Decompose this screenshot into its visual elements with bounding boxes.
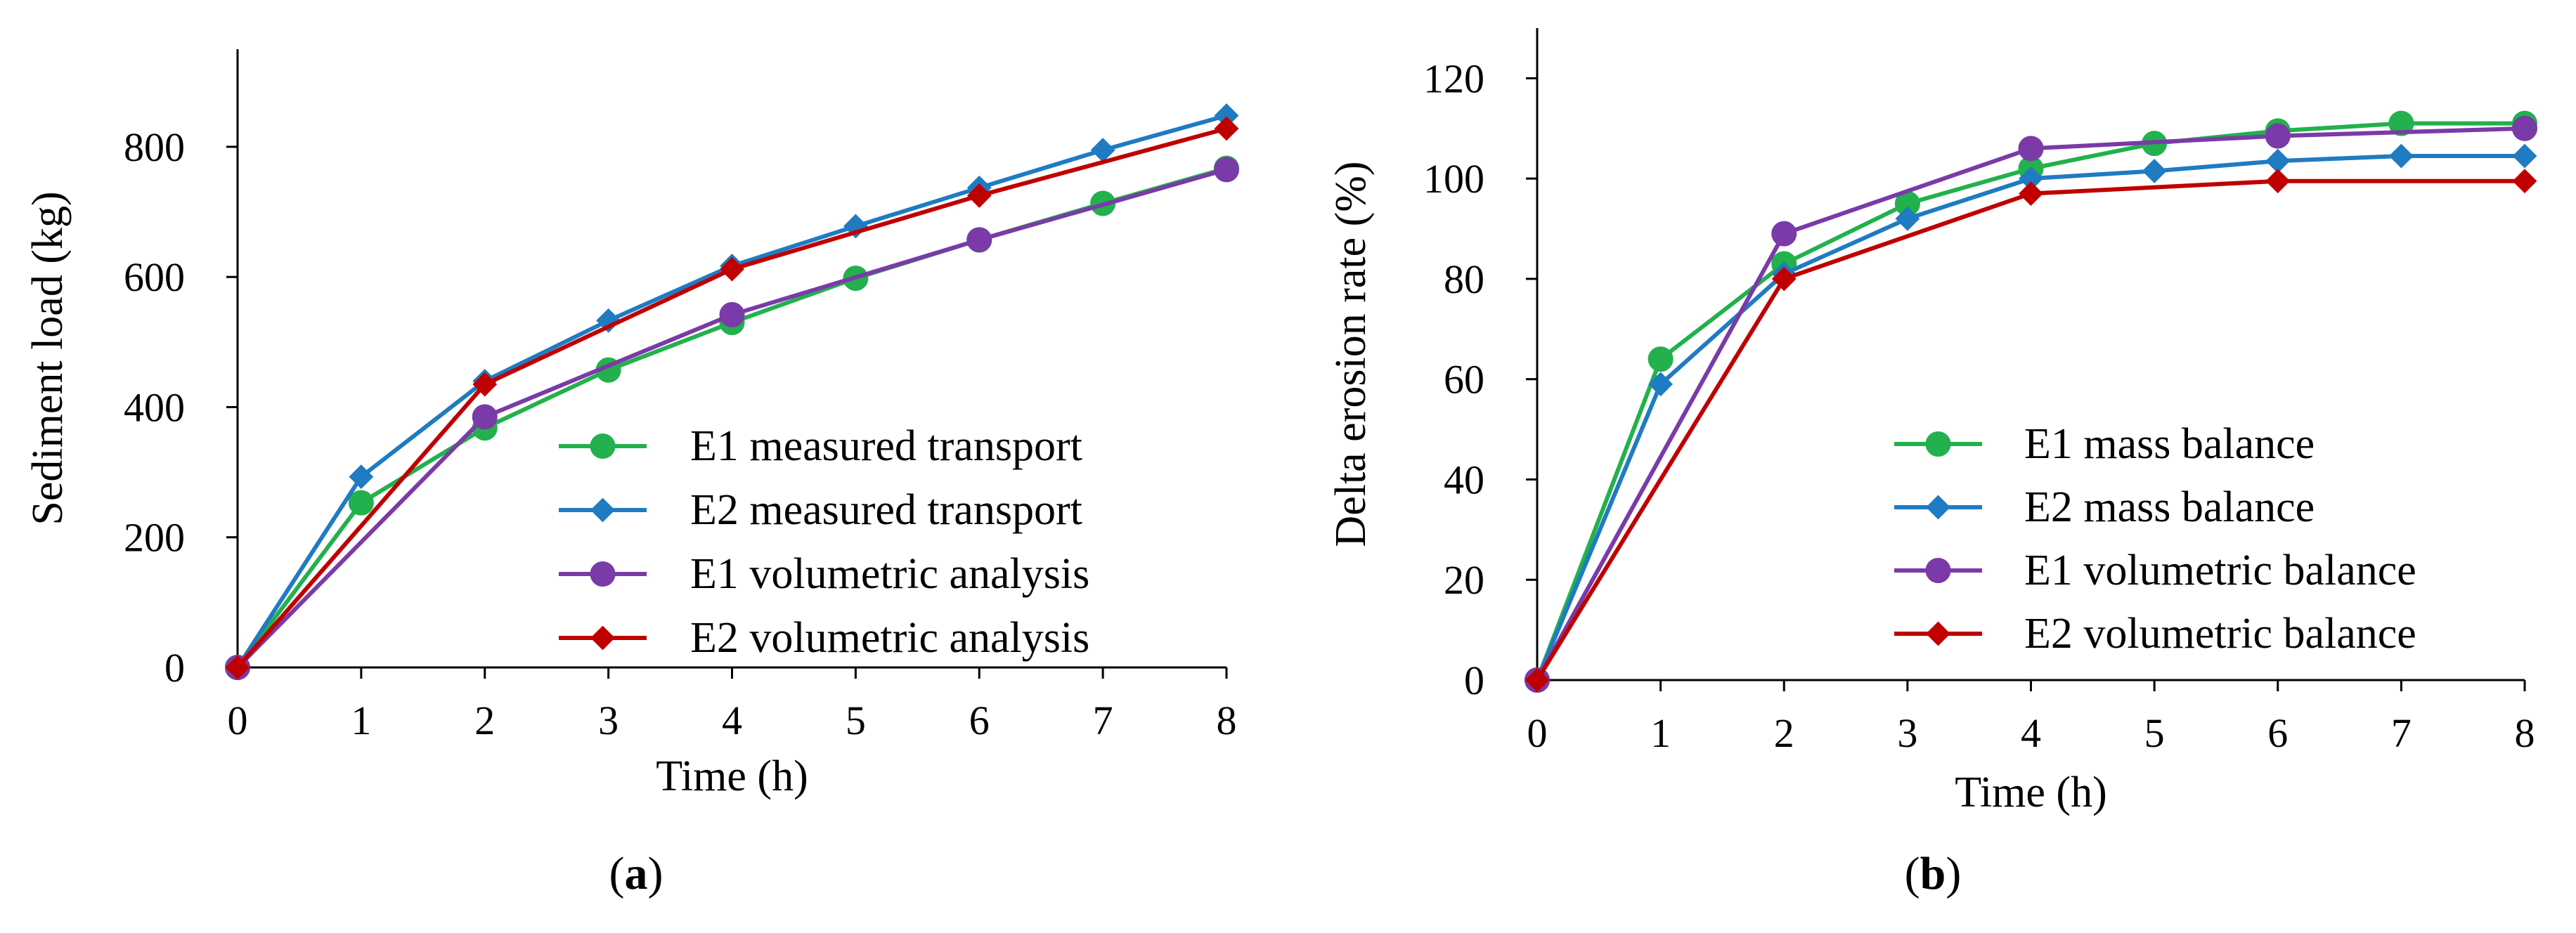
panel-b-series-1-point: [1648, 346, 1674, 372]
panel-b-y-tick-label: 100: [1423, 156, 1484, 202]
panel-a-series-4-point: [966, 183, 992, 208]
panel-a-x-tick-label: 6: [969, 698, 990, 743]
panel-a-series-3-point: [966, 227, 992, 253]
panel-b-y-tick-label: 80: [1444, 256, 1484, 302]
panel-b-series-2-point: [1895, 206, 1920, 231]
panel-b-series-4-point: [2265, 169, 2291, 194]
panel-a-label-letter: a: [625, 848, 648, 899]
panel-a-label: (a): [609, 848, 664, 899]
panel-a-y-tick-label: 200: [124, 515, 185, 561]
panel-a-series-3-point: [719, 301, 745, 327]
panel-a-x-axis-title: Time (h): [656, 752, 808, 800]
panel-b-y-tick-label: 60: [1444, 357, 1484, 403]
legend-label: E2 volumetric analysis: [690, 614, 1089, 662]
panel-a-x-tick-label: 5: [846, 698, 866, 743]
panel-b-y-tick-label: 40: [1444, 457, 1484, 502]
panel-a-series-4: [225, 116, 1239, 680]
panel-b-y-axis-title: Delta erosion rate (%): [1327, 161, 1375, 547]
panel-b-x-tick-label: 6: [2267, 710, 2288, 756]
legend-marker: [590, 433, 616, 459]
legend-marker: [1926, 495, 1950, 520]
legend-label: E2 volumetric balance: [2024, 610, 2416, 658]
panel-b-series-1-line: [1535, 121, 2525, 681]
legend-marker: [1925, 558, 1951, 583]
panel-b-series-4-point: [1525, 667, 1550, 693]
panel-a-series-3: [225, 157, 1239, 680]
panel-b-label-letter: b: [1920, 848, 1946, 899]
legend-label: E1 volumetric balance: [2024, 547, 2416, 594]
panel-b-x-tick-label: 0: [1527, 710, 1548, 756]
panel-b-x-tick-label: 8: [2515, 710, 2535, 756]
panel-a-series-4-point: [1214, 116, 1239, 141]
panel-b-series-2-point: [2388, 143, 2414, 169]
panel-b-series-3-point: [1771, 221, 1797, 247]
panel-a-x-tick-label: 0: [228, 698, 248, 743]
panel-b-legend: E1 mass balance E2 mass balance E1 volumet…: [1894, 420, 2416, 658]
panel-b-y-tick-label: 120: [1423, 56, 1484, 101]
panel-b-series-4-point: [1771, 266, 1797, 292]
panel-b-series-2-point: [2512, 143, 2537, 169]
panel-a-series-2-point: [349, 464, 374, 490]
panel-a-y-axis-title: Sediment load (kg): [24, 191, 72, 525]
panel-b-series-3-line: [1535, 126, 2525, 681]
panel-a-x-tick-label: 8: [1217, 698, 1237, 743]
panel-a-x-tick-label: 3: [598, 698, 619, 743]
panel-b-x-tick-label: 7: [2391, 710, 2412, 756]
legend-label: E1 mass balance: [2024, 420, 2315, 468]
panel-b-series-4: [1525, 169, 2537, 693]
panel-b-series-1-point: [2388, 110, 2414, 136]
legend-marker: [590, 497, 615, 523]
panel-a-chart: 0 1 2 3 4 5 6 7 8 0 200 400 600 800 E1 measured transp…: [24, 49, 1239, 899]
panel-a-x-tick-label: 1: [351, 698, 371, 743]
panel-b-series-2-point: [2142, 159, 2167, 183]
panel-b-x-tick-label: 3: [1897, 710, 1917, 756]
legend-marker: [590, 561, 616, 587]
panel-a-series-4-point: [472, 372, 498, 397]
panel-b-series-2-line: [1535, 154, 2525, 681]
panel-a-series-1-point: [348, 490, 374, 516]
panel-b-x-tick-label: 2: [1774, 710, 1794, 756]
panel-b-y-tick-label: 20: [1444, 557, 1484, 603]
panel-b-series-3-point: [2018, 136, 2044, 162]
panel-b-x-tick-label: 4: [2021, 710, 2041, 756]
panel-a-series-3-point: [1214, 157, 1239, 183]
panel-b-y-tick-label: 0: [1464, 658, 1484, 703]
panel-a-legend: E1 measured transport E2 measured transpo…: [559, 422, 1089, 662]
legend-label: E2 mass balance: [2024, 483, 2315, 531]
panel-b-label: (b): [1905, 848, 1962, 899]
panel-b-series-4-point: [2019, 181, 2043, 206]
panel-a-y-tick-label: 400: [124, 384, 185, 430]
panel-b-x-axis-title: Time (h): [1955, 769, 2106, 816]
legend-marker: [590, 625, 615, 651]
legend-marker: [1925, 431, 1951, 457]
panel-a-x-tick-label: 7: [1093, 698, 1113, 743]
panel-a-series-3-point: [472, 404, 498, 430]
panel-a-y-tick-label: 800: [124, 124, 185, 170]
legend-label: E1 measured transport: [690, 422, 1082, 470]
panel-b-x-tick-label: 1: [1650, 710, 1671, 756]
panel-b-x-tick-label: 5: [2144, 710, 2165, 756]
panel-a-x-tick-label: 2: [474, 698, 495, 743]
panel-a-x-tick-label: 4: [722, 698, 742, 743]
panel-a-series-1: [225, 155, 1239, 680]
panel-a-y-tick-label: 600: [124, 254, 185, 300]
panel-b-series-3-point: [2265, 123, 2291, 149]
legend-label: E2 measured transport: [690, 486, 1082, 534]
panel-a-series-4-point: [225, 655, 250, 680]
panel-b-series-3-point: [2512, 115, 2537, 141]
panel-b-series-4-point: [2512, 169, 2537, 194]
legend-label: E1 volumetric analysis: [690, 550, 1089, 598]
legend-marker: [1926, 621, 1950, 646]
panel-a-y-tick-label: 0: [164, 645, 185, 691]
panel-a-series-4-point: [720, 256, 744, 282]
panel-b-series-2-point: [1648, 372, 1674, 397]
